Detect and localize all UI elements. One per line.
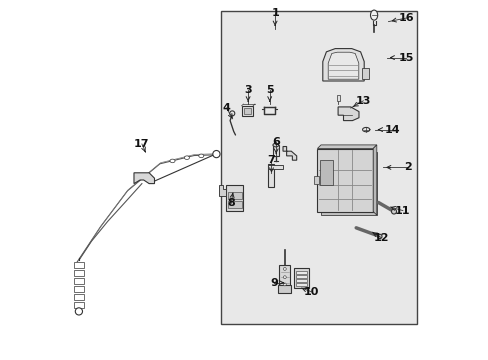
Text: 2: 2 [404,162,411,172]
Polygon shape [219,185,225,196]
Bar [74,286,83,292]
Bar [74,294,83,300]
Text: 4: 4 [222,103,230,113]
Bar [268,164,273,187]
Bar [225,185,243,211]
Bar [362,68,368,79]
Bar [268,165,282,169]
Polygon shape [337,107,358,121]
Circle shape [391,209,396,214]
Ellipse shape [370,10,377,20]
Text: 6: 6 [272,137,280,147]
Text: 11: 11 [394,206,410,216]
Ellipse shape [199,154,203,158]
Circle shape [283,267,285,270]
Bar [279,265,289,286]
Text: 10: 10 [303,287,318,297]
Bar [74,270,83,276]
Circle shape [283,276,285,279]
Polygon shape [283,147,296,160]
Circle shape [377,234,381,239]
Text: 12: 12 [373,233,388,243]
Bar [227,201,241,208]
Bar [74,302,83,308]
Circle shape [283,283,285,286]
Bar [336,95,339,101]
Circle shape [212,150,220,158]
Bar [295,283,306,286]
Polygon shape [134,173,154,184]
Bar [241,106,253,116]
Text: 8: 8 [227,198,235,208]
Text: 15: 15 [398,53,413,63]
Bar [278,285,291,293]
Ellipse shape [184,156,189,159]
Ellipse shape [170,159,175,163]
Bar [244,108,250,114]
Bar [295,279,306,282]
Polygon shape [317,145,376,149]
Text: 7: 7 [267,155,275,165]
Text: 17: 17 [134,139,149,149]
Text: 16: 16 [398,13,413,23]
Bar [317,149,372,212]
Bar [313,176,319,184]
Ellipse shape [272,143,278,147]
Polygon shape [327,52,358,79]
Polygon shape [372,145,376,215]
Bar [74,278,83,284]
Bar [74,262,83,268]
Text: 5: 5 [265,85,273,95]
Text: 9: 9 [269,278,277,288]
Text: 13: 13 [355,96,370,106]
Circle shape [75,308,82,315]
Bar [227,192,241,199]
Text: 14: 14 [384,125,399,135]
Polygon shape [322,49,364,81]
Text: 3: 3 [244,85,251,95]
Bar [295,275,306,278]
Bar [320,152,376,215]
Bar [294,268,308,288]
Bar [320,160,332,185]
Bar [272,145,278,156]
Text: 1: 1 [271,8,279,18]
Bar [295,271,306,274]
Bar [221,11,416,324]
